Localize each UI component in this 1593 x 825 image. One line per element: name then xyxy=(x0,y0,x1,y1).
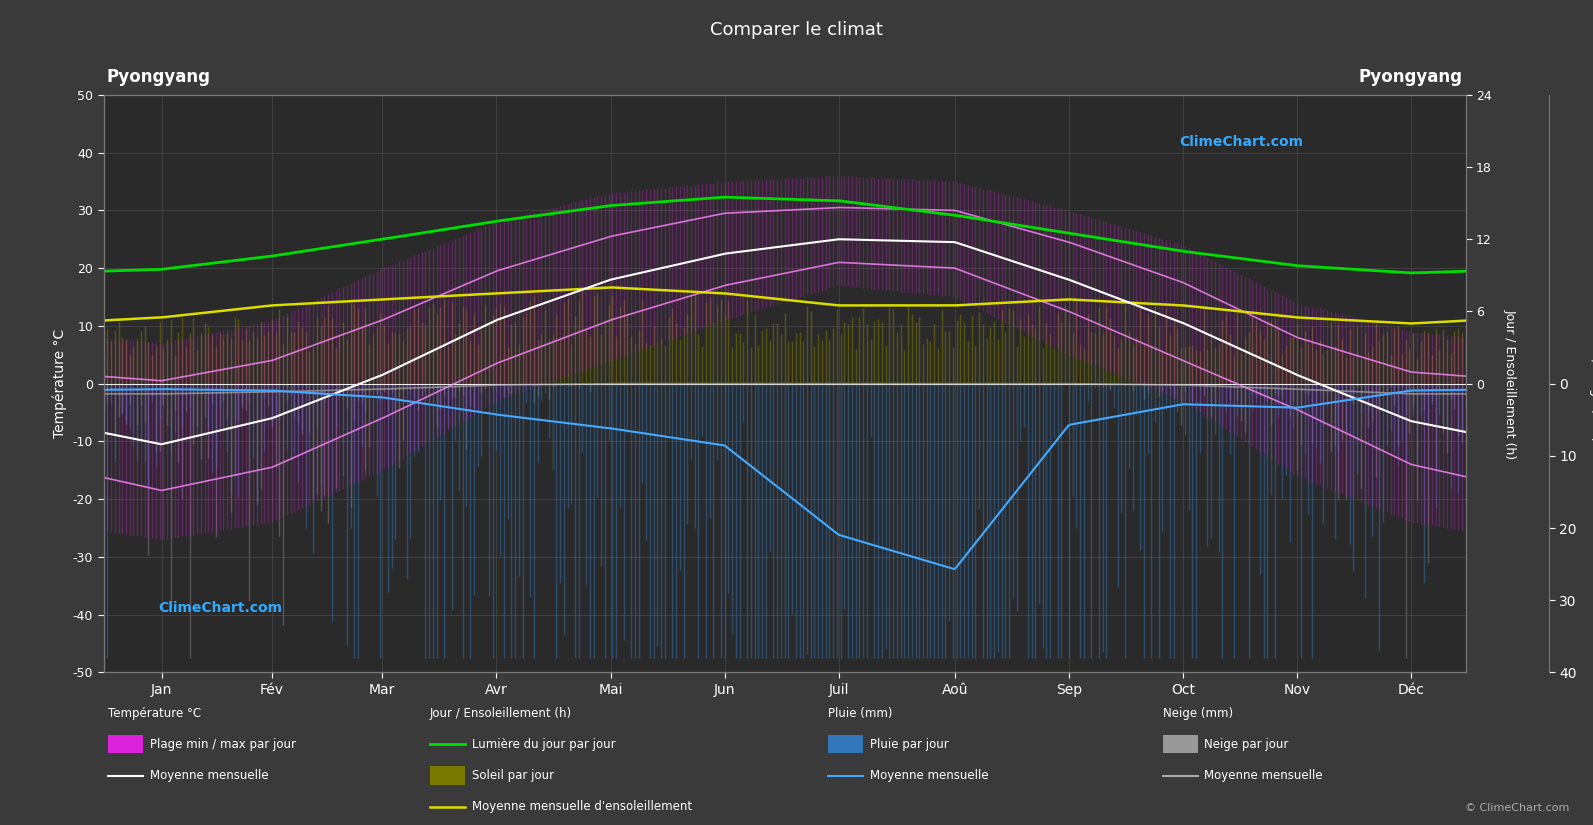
Text: Soleil par jour: Soleil par jour xyxy=(472,769,554,782)
Text: Pyongyang: Pyongyang xyxy=(1359,68,1462,87)
Text: ClimeChart.com: ClimeChart.com xyxy=(1179,135,1303,149)
Text: Jour / Ensoleillement (h): Jour / Ensoleillement (h) xyxy=(430,707,572,720)
Text: Moyenne mensuelle: Moyenne mensuelle xyxy=(150,769,268,782)
Y-axis label: Pluie / Neige (mm): Pluie / Neige (mm) xyxy=(1588,325,1593,442)
Text: Moyenne mensuelle d'ensoleillement: Moyenne mensuelle d'ensoleillement xyxy=(472,800,691,813)
Text: Pyongyang: Pyongyang xyxy=(107,68,210,87)
Y-axis label: Température °C: Température °C xyxy=(53,329,67,438)
Text: Comparer le climat: Comparer le climat xyxy=(710,21,883,39)
Text: Moyenne mensuelle: Moyenne mensuelle xyxy=(1204,769,1322,782)
Text: Lumière du jour par jour: Lumière du jour par jour xyxy=(472,738,615,751)
Text: ClimeChart.com: ClimeChart.com xyxy=(158,601,282,615)
Text: Neige (mm): Neige (mm) xyxy=(1163,707,1233,720)
Text: Température °C: Température °C xyxy=(108,707,201,720)
Y-axis label: Jour / Ensoleillement (h): Jour / Ensoleillement (h) xyxy=(1504,309,1517,459)
Text: Plage min / max par jour: Plage min / max par jour xyxy=(150,738,296,751)
Text: Moyenne mensuelle: Moyenne mensuelle xyxy=(870,769,988,782)
Text: Neige par jour: Neige par jour xyxy=(1204,738,1289,751)
Text: Pluie (mm): Pluie (mm) xyxy=(828,707,892,720)
Text: © ClimeChart.com: © ClimeChart.com xyxy=(1464,803,1569,813)
Text: Pluie par jour: Pluie par jour xyxy=(870,738,948,751)
